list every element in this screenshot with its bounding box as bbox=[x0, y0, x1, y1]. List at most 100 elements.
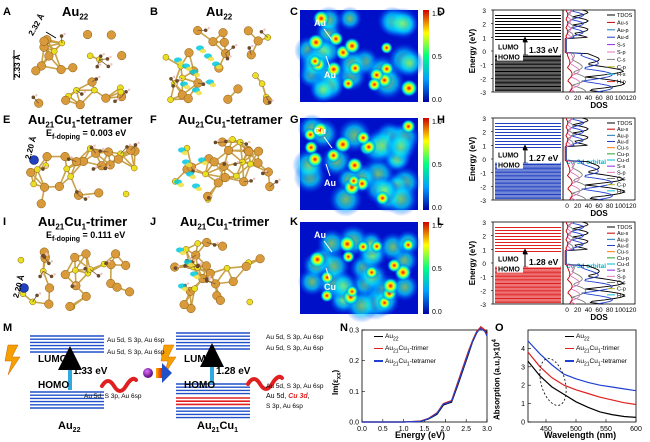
dos-ytick-label: -3 bbox=[480, 198, 486, 205]
gold-atom bbox=[94, 188, 104, 198]
gold-atom bbox=[223, 94, 233, 104]
x-tick-label: 2.5 bbox=[461, 426, 471, 433]
label-bg bbox=[497, 41, 523, 51]
y-tick-label: 0.2 bbox=[349, 358, 359, 365]
sulfur-atom bbox=[258, 80, 266, 87]
sulfur-atom bbox=[86, 52, 94, 60]
gold-atom bbox=[65, 301, 75, 311]
gold-atom bbox=[81, 249, 91, 259]
gold-atom bbox=[40, 182, 50, 192]
density-peak bbox=[307, 33, 325, 52]
hydrogen-atom bbox=[74, 283, 77, 286]
density-peak bbox=[308, 54, 322, 68]
orbital-lobe-yellow bbox=[181, 150, 189, 156]
scheme-right-level-2: Au 5d, S 3p, Au 6sp bbox=[266, 345, 324, 352]
gold-atom bbox=[56, 65, 66, 75]
legend-entry: C-p bbox=[617, 183, 626, 189]
hydrogen-atom bbox=[116, 98, 120, 101]
carbon-atom bbox=[91, 167, 96, 171]
hydrogen-atom bbox=[263, 28, 266, 31]
hydrogen-atom bbox=[252, 177, 256, 181]
hydrogen-atom bbox=[70, 155, 73, 159]
carbon-atom bbox=[225, 56, 230, 61]
x-tick-label: 3.0 bbox=[482, 426, 492, 433]
dos-xtick-label: 80 bbox=[606, 95, 614, 102]
dos-xtick-label: 60 bbox=[595, 307, 603, 314]
carbon-atom bbox=[83, 197, 88, 201]
carbon-atom bbox=[173, 266, 178, 270]
orbital-lobe-yellow bbox=[195, 186, 203, 192]
gold-atom bbox=[186, 303, 196, 314]
hydrogen-atom bbox=[193, 258, 197, 262]
dos-xtick-label: 100 bbox=[615, 307, 626, 314]
carbon-atom bbox=[274, 179, 279, 184]
legend-entry: H-s bbox=[617, 189, 626, 195]
density-peak bbox=[401, 238, 415, 252]
hydrogen-atom bbox=[107, 260, 111, 263]
sulfur-atom bbox=[91, 86, 98, 94]
gold-atom bbox=[213, 178, 223, 188]
legend-entry: H-s bbox=[617, 72, 626, 78]
colorbar-tick-label: 0.0 bbox=[432, 97, 442, 104]
carbon-atom bbox=[169, 76, 173, 81]
molecule-structure-a bbox=[31, 29, 131, 110]
carbon-atom bbox=[212, 243, 217, 247]
hydrogen-atom bbox=[87, 195, 90, 199]
molecule-structure-j bbox=[170, 237, 265, 314]
legend-entry: Au-p bbox=[617, 28, 629, 34]
dos-ytick-label: 2 bbox=[482, 130, 486, 137]
y-tick-label: 0 bbox=[521, 420, 525, 427]
gold-atom bbox=[217, 241, 228, 251]
density-peak bbox=[320, 270, 335, 285]
label-bg bbox=[497, 51, 523, 61]
hydrogen-atom bbox=[235, 43, 238, 47]
hydrogen-atom bbox=[188, 257, 191, 260]
gold-atom bbox=[44, 51, 54, 61]
dos-ytick-label: 3 bbox=[482, 8, 486, 15]
carbon-atom bbox=[125, 145, 129, 149]
homo-label: HOMO bbox=[498, 163, 520, 170]
bond-annotation-a1: 2.32 Å bbox=[27, 12, 57, 39]
gold-atom bbox=[243, 26, 253, 36]
gold-atom bbox=[44, 283, 55, 293]
hydrogen-atom bbox=[38, 292, 42, 295]
hydrogen-atom bbox=[46, 253, 49, 257]
dos-ytick-label: 2 bbox=[482, 234, 486, 241]
transition-arrow-body bbox=[156, 368, 162, 378]
colorbar bbox=[423, 118, 429, 210]
hydrogen-atom bbox=[98, 75, 101, 79]
carbon-atom bbox=[206, 196, 211, 200]
gold-atom bbox=[106, 30, 116, 40]
plot-frame bbox=[527, 329, 637, 423]
gap-label: 1.33 eV bbox=[529, 45, 559, 55]
x-tick-label: 0.5 bbox=[378, 426, 388, 433]
structure-e-energy: Ef-doping = 0.003 eV bbox=[46, 128, 127, 141]
carbon-atom bbox=[249, 179, 253, 183]
orbital-lobe-yellow bbox=[183, 84, 191, 90]
hydrogen-atom bbox=[102, 52, 105, 56]
hydrogen-atom bbox=[248, 140, 251, 144]
gold-atom bbox=[244, 147, 254, 157]
orbital-lobe-yellow bbox=[185, 66, 193, 72]
dos-xtick-label: 120 bbox=[626, 203, 637, 210]
carbon-atom bbox=[66, 157, 71, 161]
hydrogen-atom bbox=[87, 265, 90, 268]
hydrogen-atom bbox=[216, 241, 219, 245]
dos-xtick-label: 40 bbox=[585, 95, 593, 102]
sulfur-atom bbox=[117, 88, 125, 96]
scheme-name-left: Au22 bbox=[58, 420, 81, 435]
hydrogen-atom bbox=[174, 82, 178, 86]
legend-entry: Cu-s bbox=[617, 250, 629, 256]
colorbar-tick-label: 0.0 bbox=[432, 309, 442, 316]
density-peak bbox=[370, 240, 384, 253]
orbital-lobe-yellow bbox=[189, 174, 197, 180]
dos-panel-l: 3 2 1 0 -1 -2 -3 Energy (eV) LUMO HOMO 1.28 eV Cu-3… bbox=[468, 220, 637, 322]
dos-panel-d: 3 2 1 0 -1 -2 -3 Energy (eV) LUMO HOMO 1.33 eV TDOS… bbox=[468, 8, 637, 110]
legend-entry: Au-s bbox=[617, 231, 629, 237]
scheme-gap-right: 1.28 eV bbox=[216, 366, 251, 377]
hydrogen-atom bbox=[63, 32, 66, 36]
gold-atom bbox=[241, 261, 251, 271]
bond bbox=[239, 142, 244, 163]
orbital-lobe-yellow bbox=[193, 274, 201, 280]
